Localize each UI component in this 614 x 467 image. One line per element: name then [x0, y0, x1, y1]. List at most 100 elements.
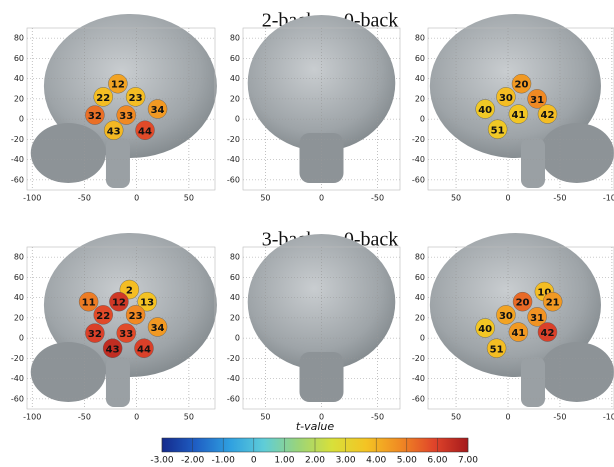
channel-label: 44	[138, 126, 152, 137]
brain-stem	[521, 138, 545, 188]
channel-label: 33	[119, 329, 133, 340]
channel-label: 23	[129, 311, 143, 322]
x-tick-label: -50	[371, 413, 384, 422]
x-tick-label: 0	[134, 194, 139, 203]
y-tick-label: -20	[11, 135, 24, 144]
y-tick-label: 60	[230, 54, 240, 63]
colorbar-tick-label: 5.00	[397, 456, 417, 466]
channel-label: 12	[111, 80, 125, 91]
y-tick-label: 80	[14, 253, 24, 262]
y-tick-label: -20	[11, 354, 24, 363]
y-tick-label: -20	[227, 135, 240, 144]
channel-label: 51	[491, 125, 505, 136]
x-tick-label: -100	[23, 194, 41, 203]
y-tick-label: -40	[412, 374, 425, 383]
cerebellum	[31, 123, 106, 183]
cerebellum	[540, 123, 614, 183]
colorbar-tick-label: 7.00	[458, 456, 478, 466]
y-tick-label: 80	[14, 34, 24, 43]
channel-label: 43	[107, 126, 121, 137]
x-tick-label: 50	[260, 194, 270, 203]
y-tick-label: 80	[230, 34, 240, 43]
x-tick-label: 50	[451, 413, 461, 422]
figure: 2-back vs 0-back806040200-20-40-60-100-5…	[0, 0, 614, 467]
channel-label: 43	[106, 344, 120, 355]
y-tick-label: -60	[227, 394, 240, 403]
x-tick-label: -50	[78, 194, 91, 203]
channel-label: 32	[88, 111, 102, 122]
channel-label: 11	[82, 298, 96, 309]
channel-label: 22	[96, 311, 110, 322]
x-tick-label: 0	[505, 194, 510, 203]
channel-label: 40	[478, 324, 492, 335]
y-tick-label: 20	[14, 313, 24, 322]
channel-label: 34	[151, 323, 165, 334]
colorbar-label: t-value	[296, 420, 335, 433]
y-tick-label: -40	[11, 155, 24, 164]
y-tick-label: 20	[415, 313, 425, 322]
channel-label: 41	[511, 110, 525, 121]
x-tick-label: 50	[184, 413, 194, 422]
x-tick-label: -50	[553, 413, 566, 422]
channel-label: 31	[530, 95, 544, 106]
x-tick-label: -100	[23, 413, 41, 422]
y-tick-label: 0	[235, 334, 240, 343]
channel-label: 21	[546, 298, 560, 309]
colorbar-tick-label: -2.00	[181, 456, 205, 466]
colorbar-tick-label: 0	[251, 456, 257, 466]
channel-label: 31	[530, 313, 544, 324]
y-tick-label: 80	[415, 253, 425, 262]
y-tick-label: -40	[227, 374, 240, 383]
colorbar-tick-label: 6.00	[427, 456, 447, 466]
y-tick-label: 60	[14, 54, 24, 63]
channel-label: 20	[516, 298, 530, 309]
y-tick-label: 60	[415, 273, 425, 282]
y-tick-label: 0	[420, 115, 425, 124]
y-tick-label: 60	[415, 54, 425, 63]
channel-label: 30	[499, 93, 513, 104]
y-tick-label: 0	[19, 115, 24, 124]
y-tick-label: -40	[412, 155, 425, 164]
brain-stem	[106, 138, 130, 188]
y-tick-label: 20	[415, 94, 425, 103]
y-tick-label: -60	[412, 394, 425, 403]
colorbar-tick-label: 1.00	[274, 456, 294, 466]
y-tick-label: 80	[230, 253, 240, 262]
channel-label: 33	[119, 111, 133, 122]
channel-label: 44	[137, 344, 151, 355]
x-tick-label: -100	[603, 194, 614, 203]
colorbar-tick-label: 3.00	[336, 456, 356, 466]
channel-label: 32	[88, 329, 102, 340]
y-tick-label: 40	[14, 74, 24, 83]
y-tick-label: 0	[420, 334, 425, 343]
y-tick-label: -20	[412, 354, 425, 363]
x-tick-label: 0	[505, 413, 510, 422]
y-tick-label: 80	[415, 34, 425, 43]
channel-label: 22	[96, 93, 110, 104]
panel: 806040200-20-40-60500-50	[227, 234, 400, 422]
channel-label: 20	[515, 80, 529, 91]
y-tick-label: 40	[415, 293, 425, 302]
y-tick-label: -60	[227, 175, 240, 184]
y-tick-label: -20	[412, 135, 425, 144]
y-tick-label: -40	[227, 155, 240, 164]
channel-label: 30	[499, 311, 513, 322]
x-tick-label: -50	[78, 413, 91, 422]
colorbar-tick-label: -3.00	[150, 456, 174, 466]
cerebellum	[31, 342, 106, 402]
y-tick-label: -60	[11, 175, 24, 184]
y-tick-label: 40	[230, 293, 240, 302]
y-tick-label: 40	[230, 74, 240, 83]
x-tick-label: 50	[451, 194, 461, 203]
cerebellum	[540, 342, 614, 402]
y-tick-label: 40	[14, 293, 24, 302]
channel-label: 51	[490, 344, 504, 355]
y-tick-label: 60	[230, 273, 240, 282]
channel-label: 42	[541, 328, 555, 339]
x-tick-label: -50	[371, 194, 384, 203]
channel-label: 40	[478, 105, 492, 116]
channel-label: 13	[140, 298, 154, 309]
y-tick-label: -40	[11, 374, 24, 383]
